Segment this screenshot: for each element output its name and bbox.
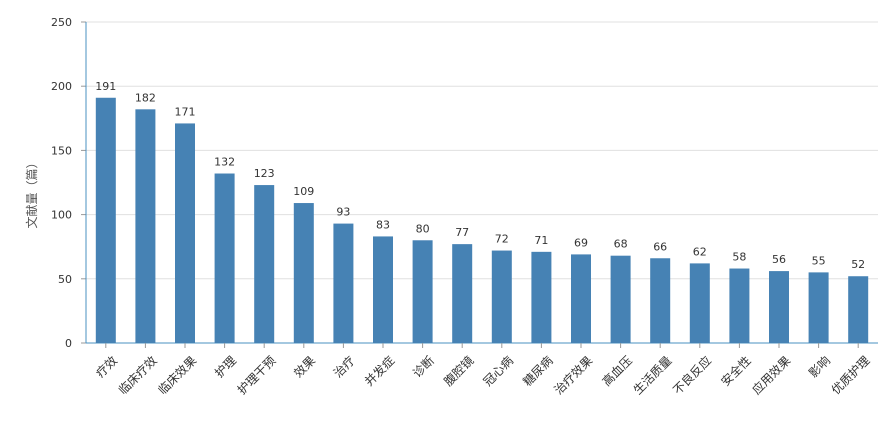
bar-value-label: 109	[293, 185, 314, 198]
bar	[214, 173, 235, 343]
bar	[412, 240, 433, 343]
bar	[491, 250, 512, 343]
y-axis-ticks: 0 50 100 150 200 250	[51, 16, 86, 350]
bar	[650, 258, 671, 343]
bar	[293, 203, 314, 343]
x-tick-label: 疗效	[93, 353, 121, 381]
bar-value-label: 123	[254, 167, 275, 180]
bar-value-label: 77	[455, 226, 469, 239]
y-tick-label: 50	[58, 273, 72, 286]
bar	[175, 123, 195, 343]
y-tick-label: 150	[51, 144, 72, 157]
bar-value-label: 62	[693, 245, 707, 258]
x-tick-label: 护理	[212, 353, 239, 380]
y-tick-label: 0	[65, 337, 72, 350]
x-tick-label: 临床效果	[155, 353, 200, 398]
x-tick-label: 治疗效果	[551, 353, 596, 398]
bar-value-label: 83	[376, 218, 390, 231]
bar-value-label: 132	[214, 156, 235, 169]
bar	[333, 223, 354, 343]
y-tick-label: 100	[51, 209, 72, 222]
x-tick-label: 冠心病	[480, 353, 516, 389]
y-tick-label: 200	[51, 80, 72, 93]
x-tick-label: 优质护理	[829, 353, 873, 397]
bar	[571, 254, 591, 343]
bar-value-label: 66	[653, 240, 667, 253]
bar-value-label: 171	[175, 105, 196, 118]
x-tick-label: 安全性	[718, 353, 754, 389]
bar-value-label: 68	[614, 238, 628, 251]
bar	[610, 255, 631, 343]
bars	[95, 97, 869, 343]
bar-value-label: 58	[732, 251, 746, 264]
bar	[373, 236, 393, 343]
y-tick-label: 250	[51, 16, 72, 29]
x-tick-label: 护理干预	[235, 353, 279, 397]
bar-value-label: 52	[851, 258, 865, 271]
bar	[769, 271, 789, 343]
bar	[808, 272, 829, 343]
x-tick-label: 并发症	[361, 353, 397, 389]
x-tick-label: 腹腔镜	[440, 353, 476, 389]
bar-value-label: 72	[495, 233, 509, 246]
x-tick-label: 不良反应	[670, 353, 715, 398]
x-tick-label: 效果	[291, 353, 319, 381]
bar	[848, 276, 869, 343]
bar	[531, 251, 552, 343]
x-tick-label: 应用效果	[749, 353, 794, 398]
bar	[689, 263, 710, 343]
bar	[254, 185, 275, 343]
x-tick-label: 糖尿病	[520, 353, 556, 389]
x-tick-label: 治疗	[331, 353, 358, 380]
x-tick-label: 高血压	[599, 353, 635, 389]
bar-value-label: 191	[95, 80, 116, 93]
bar-value-label: 93	[336, 206, 350, 219]
bar	[452, 244, 473, 343]
bar	[729, 268, 750, 343]
bar-value-label: 182	[135, 91, 156, 104]
bar-value-label: 80	[416, 222, 430, 235]
bar	[135, 109, 156, 343]
grid-lines	[86, 21, 878, 280]
x-tick-label: 临床疗效	[115, 353, 160, 398]
y-axis-title: 文献量（篇）	[24, 156, 39, 228]
data-labels: 191 182 171 132 123 109 93 83 80 77 72 71 69 68 66 62 58…	[95, 80, 865, 271]
bar-value-label: 55	[812, 254, 826, 267]
bar-value-label: 71	[534, 234, 548, 247]
x-tick-label: 生活质量	[631, 353, 675, 397]
bar	[95, 97, 116, 343]
bar-value-label: 56	[772, 253, 786, 266]
bar-value-label: 69	[574, 236, 588, 249]
x-tick-label: 诊断	[409, 353, 437, 381]
x-tick-label: 影响	[805, 353, 833, 381]
